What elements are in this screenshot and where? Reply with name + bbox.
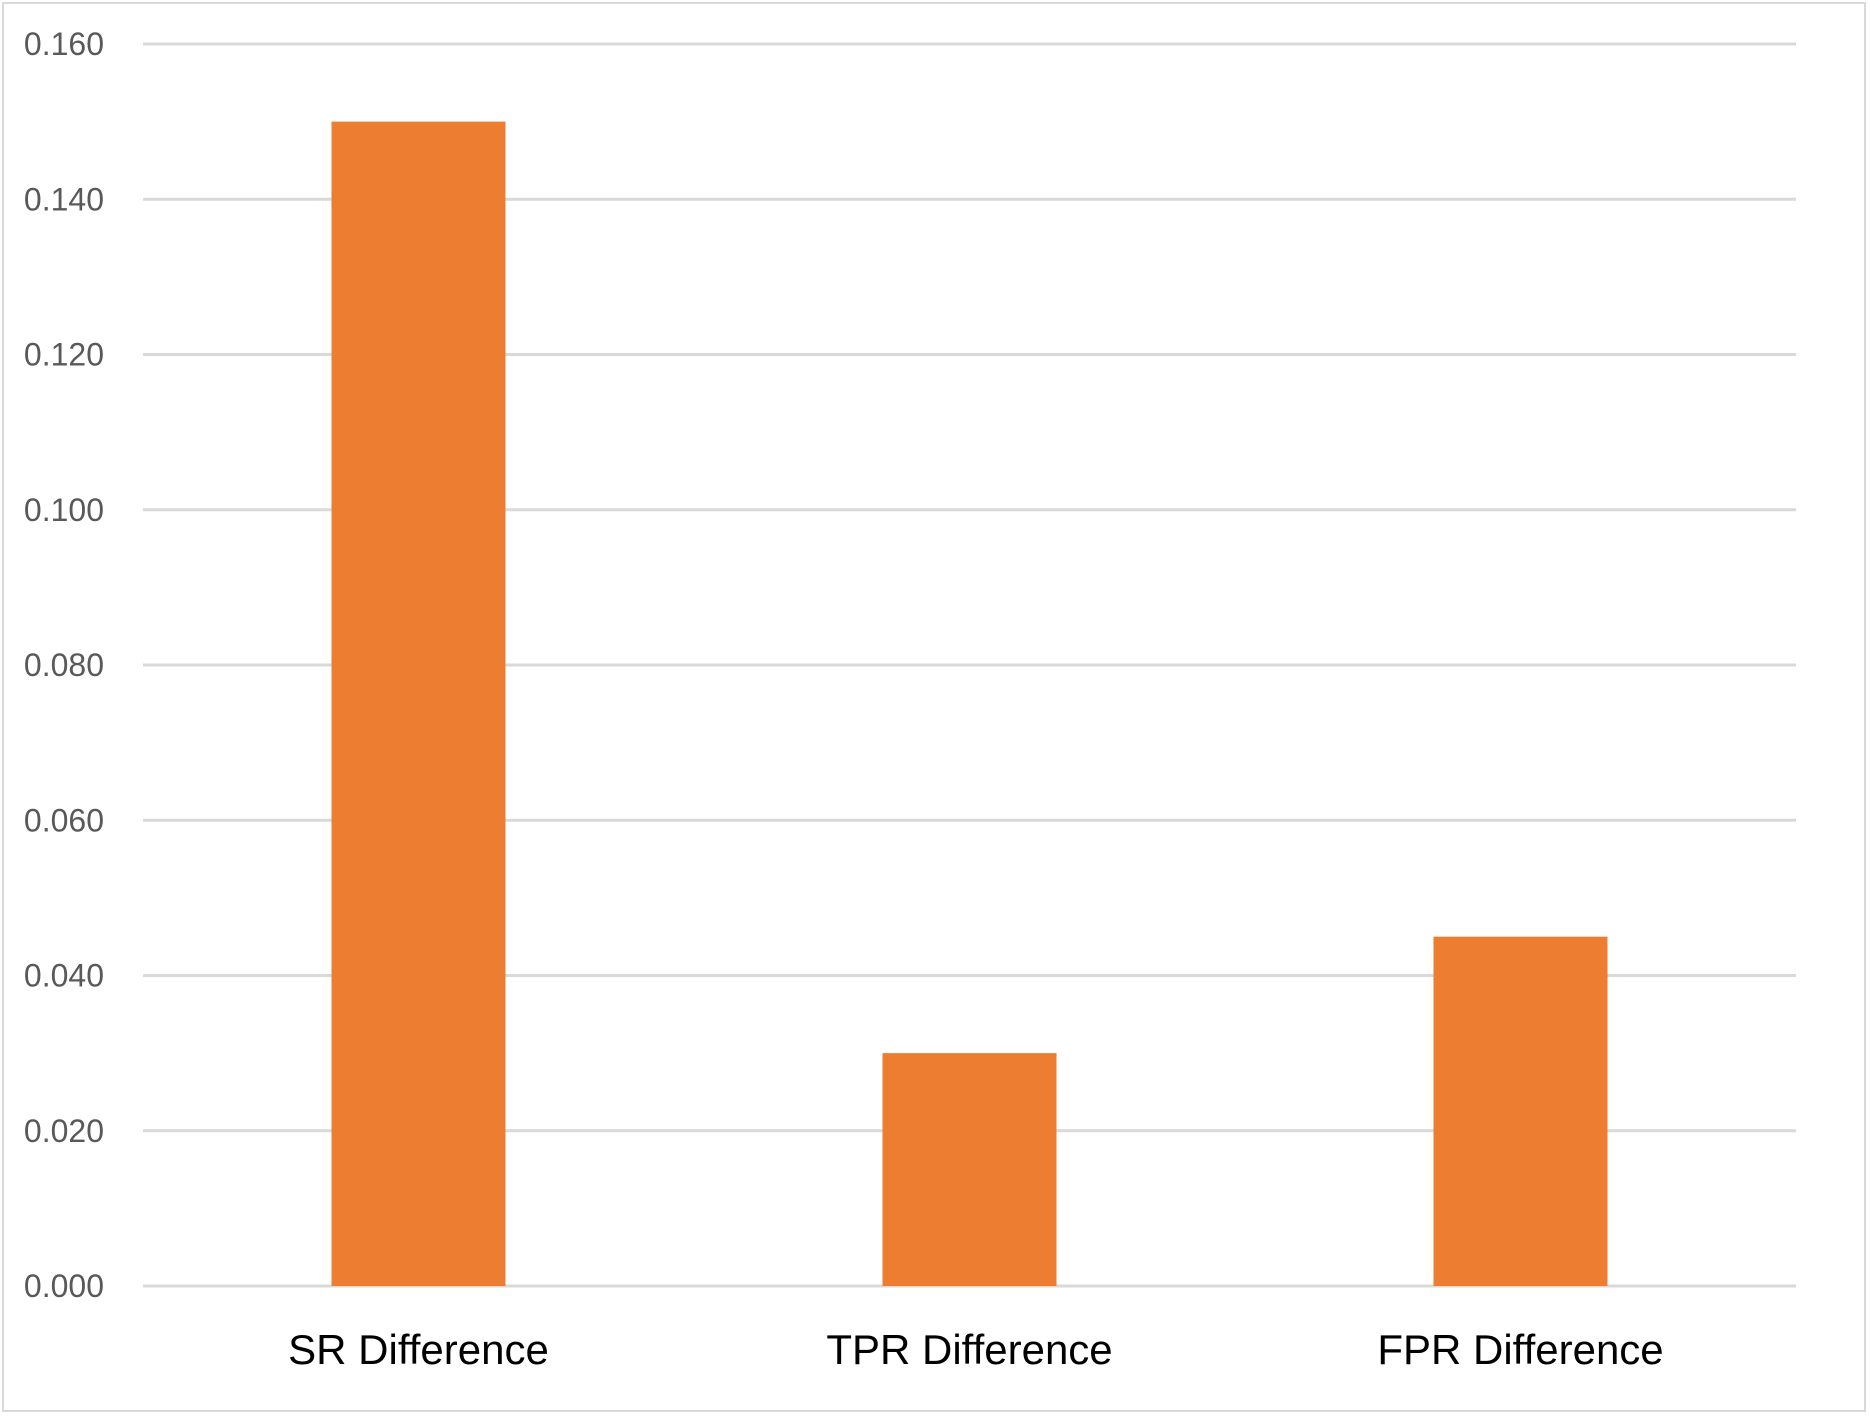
y-tick-label: 0.000 xyxy=(24,1268,104,1304)
bars xyxy=(331,121,1608,1286)
y-tick-label: 0.080 xyxy=(24,647,104,683)
y-tick-label: 0.140 xyxy=(24,181,104,217)
bar-sr-difference xyxy=(331,121,506,1286)
x-category-label: TPR Difference xyxy=(826,1326,1112,1373)
x-axis-category-labels: SR Difference TPR Difference FPR Differenc… xyxy=(288,1326,1664,1373)
x-category-label: SR Difference xyxy=(288,1326,549,1373)
y-tick-label: 0.060 xyxy=(24,802,104,838)
x-category-label: FPR Difference xyxy=(1377,1326,1663,1373)
y-tick-label: 0.120 xyxy=(24,337,104,373)
y-tick-label: 0.020 xyxy=(24,1113,104,1149)
bar-tpr-difference xyxy=(882,1053,1057,1286)
y-tick-label: 0.100 xyxy=(24,492,104,528)
y-tick-label: 0.160 xyxy=(24,26,104,62)
y-tick-label: 0.040 xyxy=(24,958,104,994)
bar-fpr-difference xyxy=(1433,936,1608,1286)
y-axis-tick-labels: 0.000 0.020 0.040 0.060 0.080 0.100 0.120 0.140… xyxy=(24,26,104,1304)
